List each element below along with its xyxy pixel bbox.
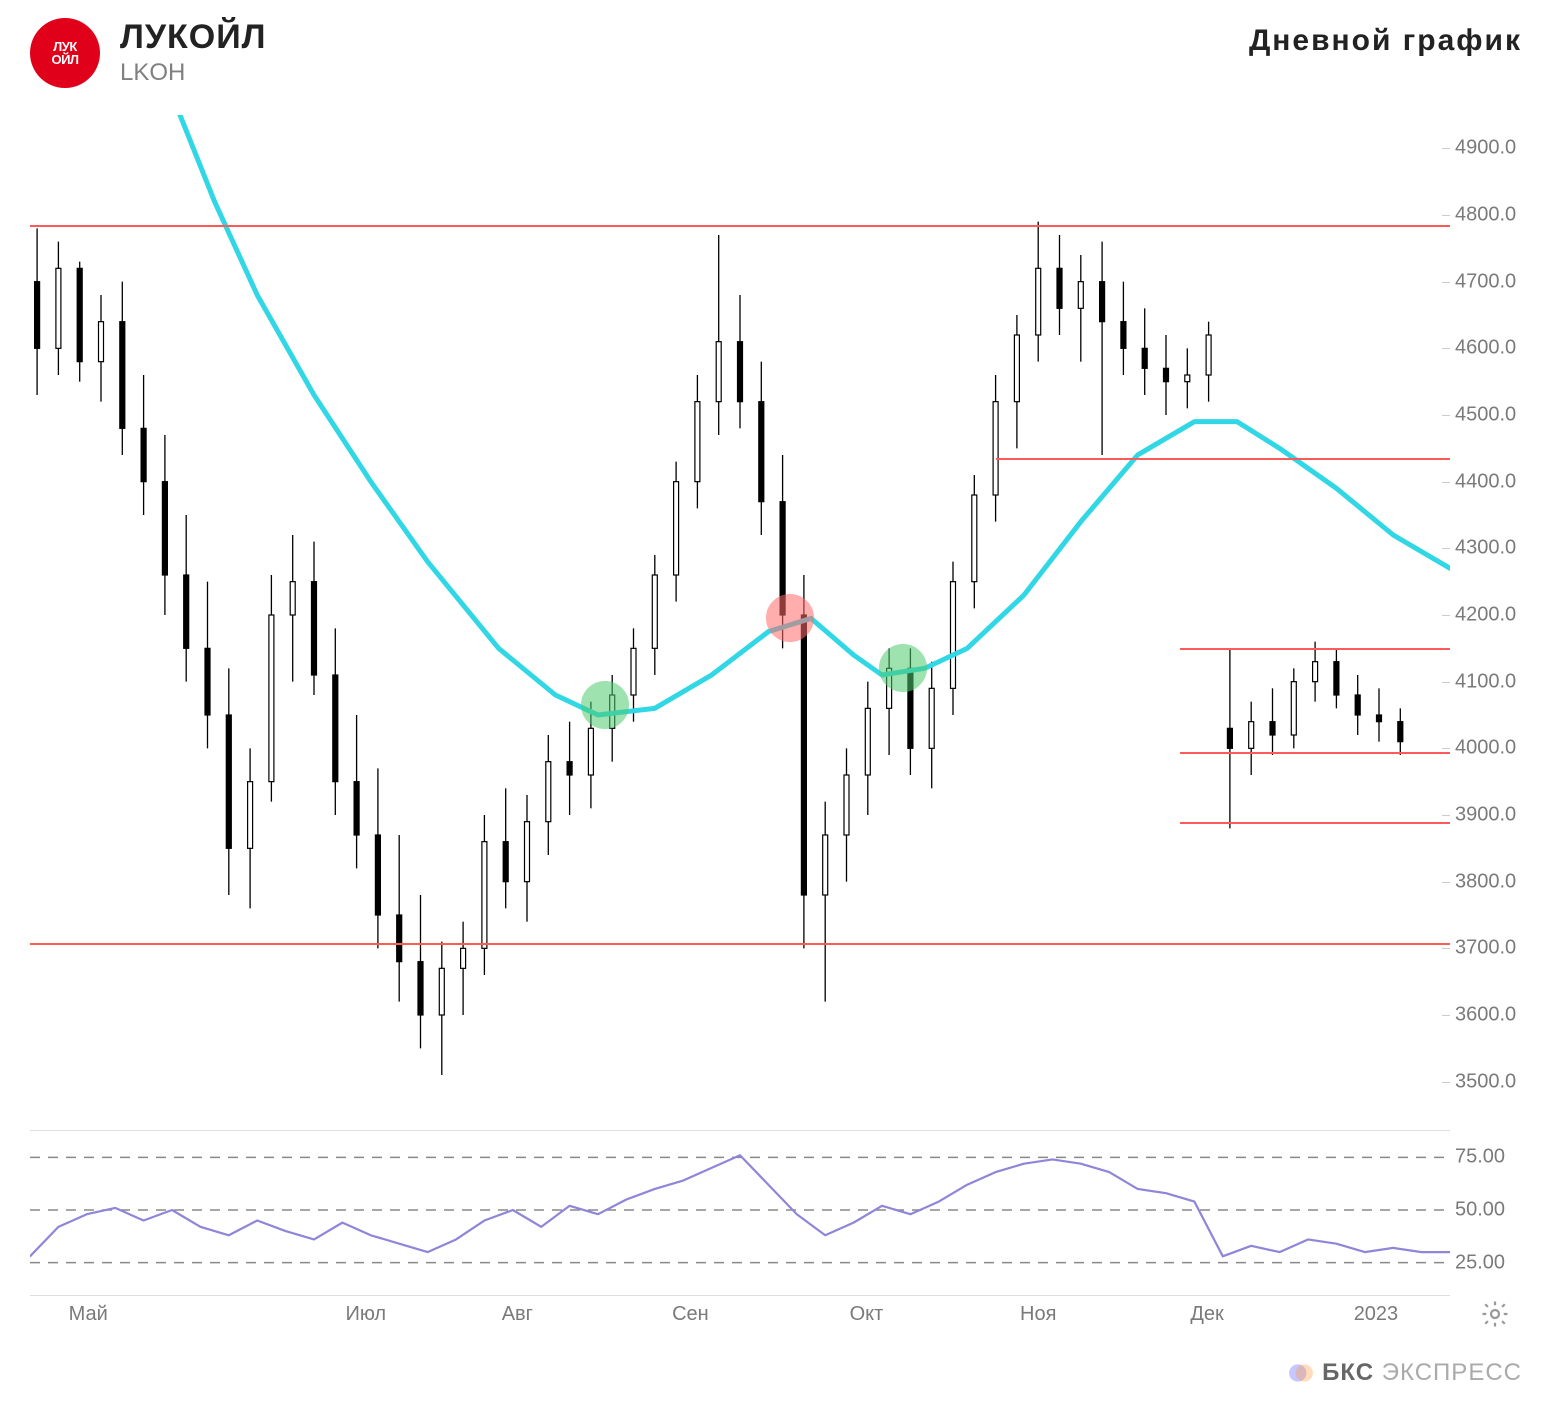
brand-rest: ЭКСПРЕСС [1382,1359,1522,1386]
horizontal-level-line [1180,752,1450,754]
y-axis-tick: 4500.0 [1455,404,1520,427]
x-axis-label: 2023 [1354,1303,1399,1326]
brand-icon [1288,1360,1314,1386]
x-axis-label: Сен [672,1303,709,1326]
chart-frame: ЛУК ОЙЛ ЛУКОЙЛ LKOH Дневной график 3500.… [0,0,1552,1407]
company-logo: ЛУК ОЙЛ [30,18,100,88]
y-axis-tick: 4900.0 [1455,137,1520,160]
x-axis-label: Авг [502,1303,533,1326]
brand-bold: БКС [1322,1359,1374,1386]
horizontal-level-line [996,458,1450,460]
x-axis-label: Дек [1190,1303,1223,1326]
y-axis-tick: 4800.0 [1455,204,1520,227]
x-axis-label: Май [69,1303,108,1326]
time-axis: Май Июл Авг Сен Окт Ноя Дек 2023 [30,1295,1450,1335]
horizontal-level-line [30,943,1450,945]
footer-brand: БКС ЭКСПРЕСС [1288,1359,1522,1387]
header: ЛУК ОЙЛ ЛУКОЙЛ LKOH Дневной график [30,18,1522,88]
y-axis-tick: 3500.0 [1455,1070,1520,1093]
chart-timeframe-title: Дневной график [1249,24,1522,58]
y-axis-tick: 3600.0 [1455,1004,1520,1027]
y-axis-tick: 3900.0 [1455,804,1520,827]
y-axis-tick: 4300.0 [1455,537,1520,560]
settings-icon[interactable] [1480,1299,1510,1329]
bull-marker-icon [879,644,927,692]
ticker-symbol: LKOH [120,59,267,87]
title-block: ЛУКОЙЛ LKOH [120,18,267,87]
y-axis-tick: 4000.0 [1455,737,1520,760]
x-axis-label: Ноя [1020,1303,1056,1326]
header-left: ЛУК ОЙЛ ЛУКОЙЛ LKOH [30,18,267,88]
x-axis-label: Июл [346,1303,387,1326]
y-axis-tick: 4700.0 [1455,270,1520,293]
horizontal-level-line [1180,648,1450,650]
y-axis-tick: 3800.0 [1455,870,1520,893]
price-chart-svg [30,115,1450,1115]
rsi-axis-tick: 75.00 [1455,1146,1520,1169]
horizontal-level-line [30,225,1450,227]
rsi-axis-tick: 50.00 [1455,1199,1520,1222]
bear-marker-icon [766,594,814,642]
y-axis-tick: 4400.0 [1455,470,1520,493]
y-axis-tick: 4100.0 [1455,670,1520,693]
horizontal-level-line [1180,822,1450,824]
bull-marker-icon [581,681,629,729]
y-axis-tick: 3700.0 [1455,937,1520,960]
y-axis-tick: 4200.0 [1455,604,1520,627]
x-axis-label: Окт [850,1303,884,1326]
y-axis-tick: 4600.0 [1455,337,1520,360]
rsi-indicator-panel[interactable]: 25.0050.0075.00 [30,1130,1450,1290]
price-chart-panel[interactable]: 3500.03600.03700.03800.03900.04000.04100… [30,115,1450,1115]
rsi-chart-svg [30,1130,1450,1290]
company-name: ЛУКОЙЛ [120,18,267,57]
rsi-axis-tick: 25.00 [1455,1251,1520,1274]
